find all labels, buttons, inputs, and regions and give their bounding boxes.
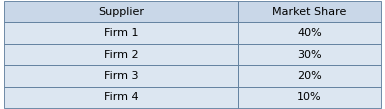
Bar [4,1,238,22]
Text: Firm 4: Firm 4 [104,92,138,102]
Text: 20%: 20% [297,71,322,81]
Text: Firm 2: Firm 2 [104,49,138,60]
Bar [238,44,381,65]
Bar [4,22,238,44]
Bar [4,65,238,87]
Text: Market Share: Market Share [272,7,346,17]
Bar [238,1,381,22]
Bar [4,44,238,65]
Bar [238,22,381,44]
Text: Supplier: Supplier [98,7,144,17]
Text: Firm 1: Firm 1 [104,28,138,38]
Text: Firm 3: Firm 3 [104,71,138,81]
Bar [238,65,381,87]
Text: 40%: 40% [297,28,322,38]
Text: 10%: 10% [297,92,322,102]
Bar [4,87,238,108]
Text: 30%: 30% [297,49,322,60]
Bar [238,87,381,108]
